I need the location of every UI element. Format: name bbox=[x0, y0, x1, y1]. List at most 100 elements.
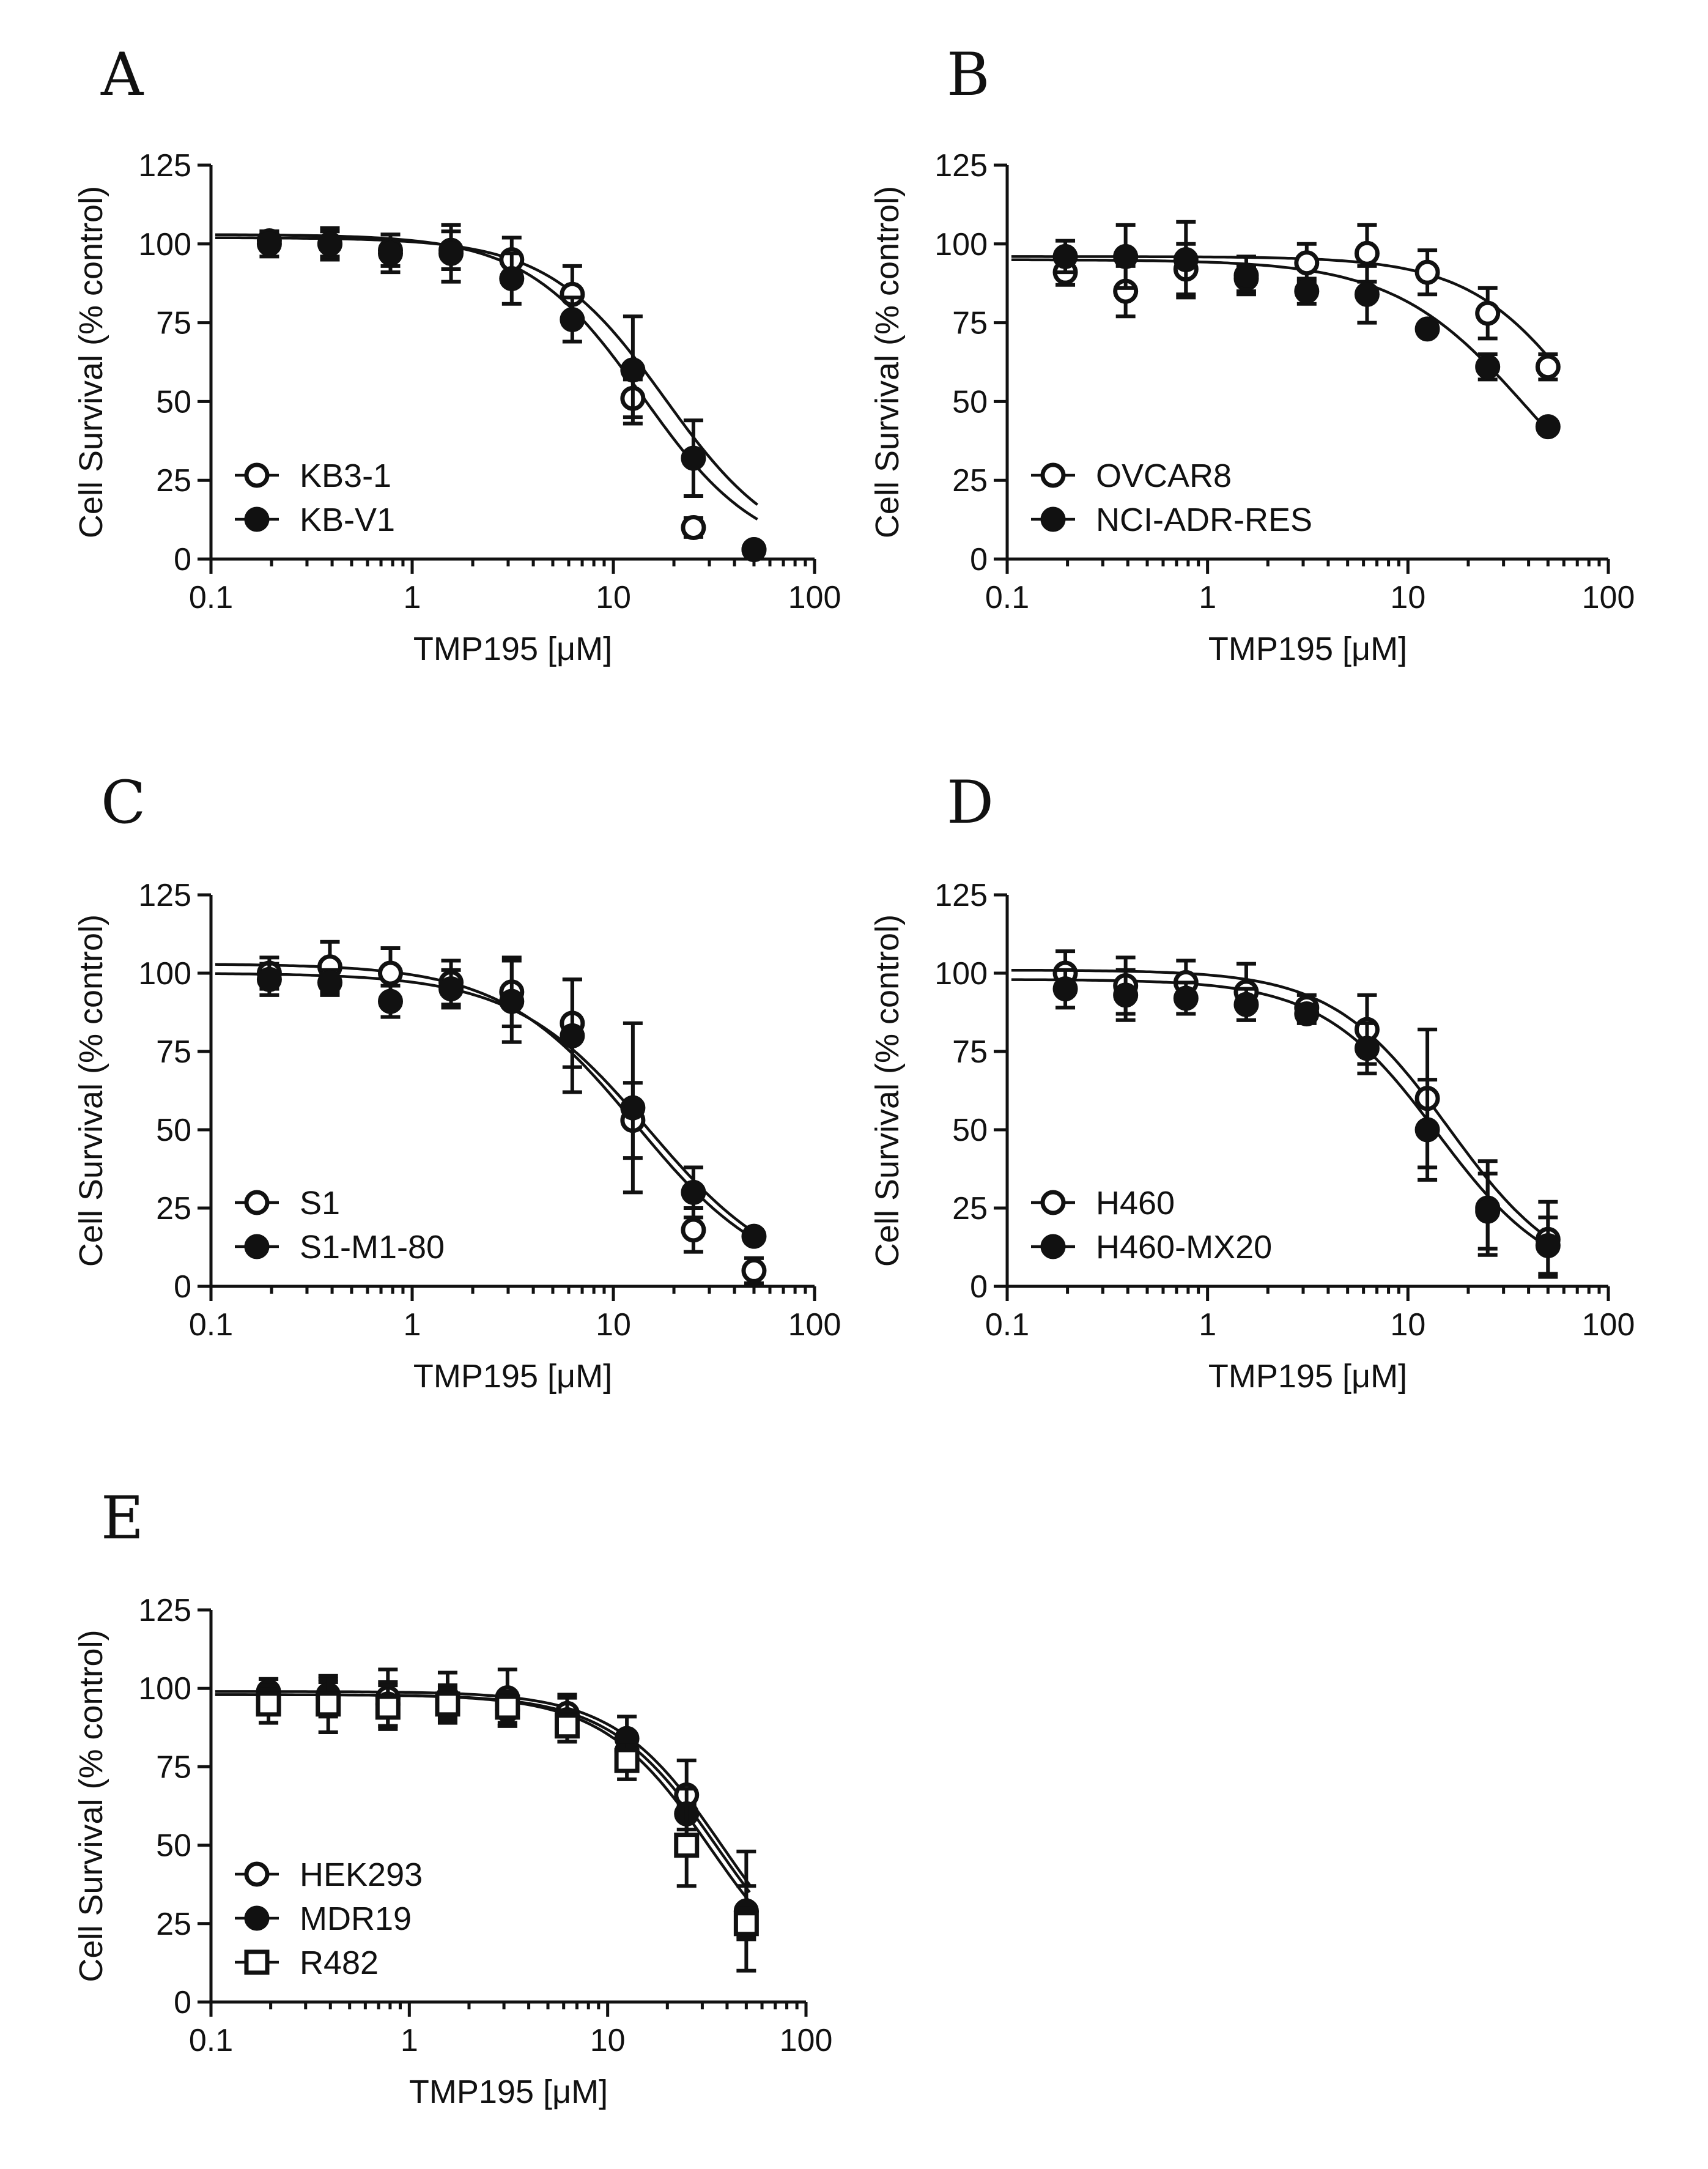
legend-marker bbox=[1040, 1190, 1066, 1215]
y-tick-label: 0 bbox=[174, 1269, 191, 1305]
data-point-h460-mx20 bbox=[1535, 1233, 1561, 1258]
legend-marker bbox=[1040, 462, 1066, 488]
y-axis-title: Cell Survival (% control) bbox=[73, 914, 109, 1267]
y-tick-label: 25 bbox=[952, 463, 988, 499]
data-point-kb-v1 bbox=[681, 445, 706, 471]
y-tick-label: 125 bbox=[138, 1593, 191, 1628]
x-tick-label: 10 bbox=[596, 580, 631, 615]
data-point-r482 bbox=[733, 1911, 759, 1937]
x-tick-label: 1 bbox=[1199, 1307, 1216, 1343]
data-point-r482 bbox=[554, 1713, 580, 1739]
y-tick-label: 50 bbox=[156, 1828, 191, 1864]
y-tick-label: 100 bbox=[934, 227, 988, 262]
legend-marker bbox=[244, 1949, 270, 1975]
data-point-nci-adr-res bbox=[1173, 247, 1199, 273]
panel-c: C 0 25 50 75 100 125 0.1 1 10 100 TMP195 [μM] Cell S… bbox=[73, 768, 841, 1395]
x-axis-title: TMP195 [μM] bbox=[413, 1358, 612, 1395]
data-point-s1 bbox=[377, 960, 403, 986]
data-point-ovcar8 bbox=[1354, 240, 1380, 266]
data-point-s1-m1-80 bbox=[741, 1223, 767, 1249]
y-tick-label: 75 bbox=[952, 306, 988, 341]
y-tick-label: 125 bbox=[138, 148, 191, 184]
data-point-s1-m1-80 bbox=[256, 966, 282, 992]
fit-curve-kb3-1 bbox=[215, 233, 758, 521]
fit-curve-s1 bbox=[215, 963, 758, 1242]
y-axis-title: Cell Survival (% control) bbox=[73, 1630, 109, 1982]
panel-b: B 0 25 50 75 100 125 0.1 1 10 100 TMP195 [μM] Cell S… bbox=[869, 40, 1635, 667]
fit-curve-h460 bbox=[1011, 968, 1553, 1242]
fit-curve-ovcar8 bbox=[1011, 255, 1553, 362]
data-point-s1-m1-80 bbox=[620, 1095, 646, 1121]
data-point-s1-m1-80 bbox=[499, 988, 525, 1014]
data-point-nci-adr-res bbox=[1294, 278, 1320, 304]
y-tick-label: 25 bbox=[156, 463, 191, 499]
legend-label: H460-MX20 bbox=[1096, 1229, 1272, 1266]
data-point-kb-v1 bbox=[438, 240, 464, 266]
legend-label: HEK293 bbox=[300, 1856, 423, 1893]
legend-label: S1 bbox=[300, 1185, 340, 1222]
data-point-s1-m1-80 bbox=[317, 970, 342, 995]
data-point-nci-adr-res bbox=[1052, 243, 1078, 269]
legend-label: OVCAR8 bbox=[1096, 458, 1232, 494]
y-tick-label: 0 bbox=[174, 1985, 191, 2020]
legend-marker bbox=[244, 1190, 270, 1215]
data-point-kb-v1 bbox=[256, 231, 282, 257]
legend-label: R482 bbox=[300, 1945, 379, 1981]
data-point-kb-v1 bbox=[560, 306, 585, 332]
data-point-r482 bbox=[375, 1694, 401, 1720]
data-point-ovcar8 bbox=[1294, 250, 1320, 276]
data-point-h460-mx20 bbox=[1113, 982, 1139, 1008]
x-tick-label: 0.1 bbox=[189, 580, 233, 615]
data-point-h460-mx20 bbox=[1414, 1117, 1440, 1143]
data-point-s1-m1-80 bbox=[681, 1179, 706, 1205]
legend-label: KB-V1 bbox=[300, 502, 395, 538]
y-tick-label: 75 bbox=[156, 1749, 191, 1785]
x-tick-label: 100 bbox=[1582, 580, 1635, 615]
data-point-nci-adr-res bbox=[1113, 243, 1139, 269]
legend-label: KB3-1 bbox=[300, 458, 391, 494]
x-tick-label: 100 bbox=[788, 580, 841, 615]
y-tick-label: 125 bbox=[138, 878, 191, 913]
y-tick-label: 75 bbox=[156, 1034, 191, 1070]
fit-curve-hek293 bbox=[215, 1690, 751, 1886]
x-tick-label: 10 bbox=[596, 1307, 631, 1343]
fit-curve-nci-adr-res bbox=[1011, 258, 1553, 436]
y-tick-label: 100 bbox=[934, 956, 988, 992]
data-point-h460-mx20 bbox=[1475, 1198, 1501, 1224]
y-tick-label: 100 bbox=[138, 956, 191, 992]
legend-marker bbox=[1040, 506, 1066, 532]
data-point-nci-adr-res bbox=[1233, 262, 1259, 288]
legend-label: NCI-ADR-RES bbox=[1096, 502, 1312, 538]
data-point-r482 bbox=[435, 1691, 460, 1717]
y-tick-label: 0 bbox=[174, 542, 191, 577]
x-tick-label: 100 bbox=[788, 1307, 841, 1343]
y-axis-title: Cell Survival (% control) bbox=[869, 186, 906, 538]
y-tick-label: 75 bbox=[156, 306, 191, 341]
y-tick-label: 0 bbox=[970, 542, 988, 577]
y-tick-label: 50 bbox=[952, 1113, 988, 1148]
x-axis-title: TMP195 [μM] bbox=[1208, 631, 1407, 667]
y-tick-label: 125 bbox=[934, 148, 988, 184]
x-tick-label: 10 bbox=[590, 2023, 626, 2058]
x-tick-label: 10 bbox=[1390, 1307, 1425, 1343]
panel-e: E 0 25 50 75 100 125 0.1 1 10 100 TMP195 [μM] Cell S… bbox=[73, 1484, 832, 2110]
y-axis-title: Cell Survival (% control) bbox=[73, 186, 109, 538]
x-tick-label: 1 bbox=[401, 2023, 418, 2058]
data-point-ovcar8 bbox=[1535, 354, 1561, 380]
data-point-nci-adr-res bbox=[1475, 354, 1501, 380]
legend-marker bbox=[244, 1905, 270, 1931]
x-tick-label: 1 bbox=[1199, 580, 1216, 615]
data-point-kb3-1 bbox=[681, 514, 706, 540]
fit-curve-r482 bbox=[215, 1693, 751, 1903]
x-tick-label: 1 bbox=[404, 1307, 421, 1343]
data-point-kb-v1 bbox=[741, 537, 767, 563]
data-point-r482 bbox=[495, 1694, 520, 1720]
data-point-nci-adr-res bbox=[1354, 281, 1380, 307]
legend-label: S1-M1-80 bbox=[300, 1229, 445, 1266]
data-point-nci-adr-res bbox=[1414, 316, 1440, 342]
y-tick-label: 25 bbox=[952, 1191, 988, 1226]
data-point-r482 bbox=[674, 1833, 700, 1858]
legend-marker bbox=[244, 1234, 270, 1259]
panel-letter: D bbox=[947, 768, 994, 837]
y-tick-label: 100 bbox=[138, 227, 191, 262]
